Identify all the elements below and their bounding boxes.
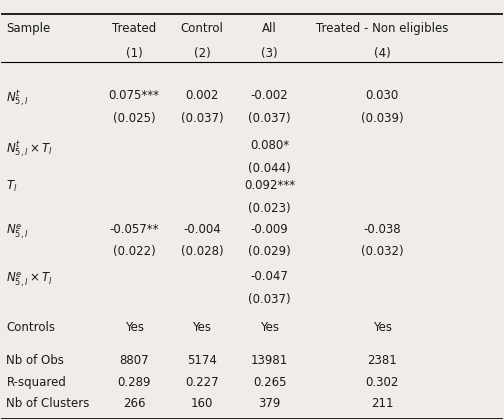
Text: Control: Control	[180, 22, 223, 35]
Text: Yes: Yes	[373, 320, 392, 333]
Text: Nb of Obs: Nb of Obs	[7, 354, 65, 367]
Text: (0.039): (0.039)	[361, 112, 404, 125]
Text: 2381: 2381	[367, 354, 397, 367]
Text: (0.032): (0.032)	[361, 245, 404, 258]
Text: 0.030: 0.030	[366, 89, 399, 102]
Text: (1): (1)	[126, 47, 143, 60]
Text: All: All	[262, 22, 277, 35]
Text: 0.227: 0.227	[185, 375, 219, 389]
Text: 5174: 5174	[187, 354, 217, 367]
Text: (0.022): (0.022)	[113, 245, 156, 258]
Text: Yes: Yes	[193, 320, 211, 333]
Text: (0.023): (0.023)	[248, 202, 291, 215]
Text: R-squared: R-squared	[7, 375, 67, 389]
Text: 8807: 8807	[119, 354, 149, 367]
Text: Sample: Sample	[7, 22, 50, 35]
Text: 0.289: 0.289	[117, 375, 151, 389]
Text: -0.038: -0.038	[363, 223, 401, 236]
Text: Yes: Yes	[124, 320, 144, 333]
Text: Treated - Non eligibles: Treated - Non eligibles	[316, 22, 449, 35]
Text: 0.080*: 0.080*	[250, 139, 289, 152]
Text: Controls: Controls	[7, 320, 55, 333]
Text: 211: 211	[371, 397, 394, 410]
Text: Yes: Yes	[260, 320, 279, 333]
Text: 13981: 13981	[251, 354, 288, 367]
Text: $T_l$: $T_l$	[7, 178, 18, 194]
Text: (2): (2)	[194, 47, 210, 60]
Text: 0.002: 0.002	[185, 89, 219, 102]
Text: -0.057**: -0.057**	[109, 223, 159, 236]
Text: -0.047: -0.047	[250, 270, 288, 284]
Text: (0.028): (0.028)	[180, 245, 223, 258]
Text: $N^e_{5,l} \times T_l$: $N^e_{5,l} \times T_l$	[7, 270, 53, 289]
Text: (4): (4)	[374, 47, 391, 60]
Text: (3): (3)	[261, 47, 278, 60]
Text: 0.265: 0.265	[253, 375, 286, 389]
Text: (0.037): (0.037)	[180, 112, 223, 125]
Text: 0.075***: 0.075***	[109, 89, 160, 102]
Text: (0.037): (0.037)	[248, 112, 291, 125]
Text: (0.025): (0.025)	[113, 112, 156, 125]
Text: (0.037): (0.037)	[248, 294, 291, 307]
Text: 0.092***: 0.092***	[244, 178, 295, 192]
Text: -0.004: -0.004	[183, 223, 221, 236]
Text: -0.002: -0.002	[250, 89, 288, 102]
Text: Nb of Clusters: Nb of Clusters	[7, 397, 90, 410]
Text: 0.302: 0.302	[365, 375, 399, 389]
Text: 379: 379	[259, 397, 281, 410]
Text: $N^e_{5,l}$: $N^e_{5,l}$	[7, 223, 29, 242]
Text: $N^t_{5,l} \times T_l$: $N^t_{5,l} \times T_l$	[7, 139, 53, 160]
Text: -0.009: -0.009	[250, 223, 288, 236]
Text: 266: 266	[123, 397, 146, 410]
Text: $N^t_{5,l}$: $N^t_{5,l}$	[7, 89, 29, 110]
Text: (0.029): (0.029)	[248, 245, 291, 258]
Text: 160: 160	[191, 397, 213, 410]
Text: Treated: Treated	[112, 22, 156, 35]
Text: (0.044): (0.044)	[248, 162, 291, 175]
